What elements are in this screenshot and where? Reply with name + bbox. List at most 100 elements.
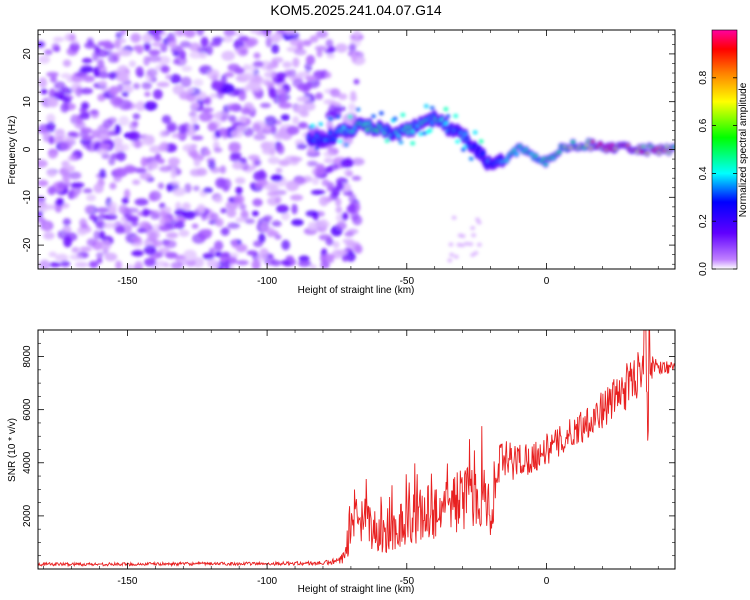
noise-blob bbox=[335, 206, 343, 214]
noise-blob bbox=[351, 175, 362, 181]
noise-blob bbox=[335, 249, 348, 256]
ridge-side bbox=[347, 114, 353, 119]
noise-blob bbox=[305, 210, 319, 217]
noise-blob bbox=[253, 182, 264, 189]
y-tick-label: 10 bbox=[22, 96, 33, 108]
noise-blob bbox=[229, 103, 242, 112]
noise-blob bbox=[54, 128, 66, 140]
noise-blob bbox=[183, 249, 197, 261]
noise-blob bbox=[193, 158, 201, 167]
noise-blob bbox=[48, 251, 57, 258]
noise-blob bbox=[224, 71, 235, 78]
ridge-side bbox=[400, 112, 406, 117]
ridge-side bbox=[335, 114, 341, 119]
noise-blob bbox=[286, 125, 300, 135]
noise-blob bbox=[207, 122, 218, 132]
noise-blob bbox=[222, 35, 234, 43]
noise-blob bbox=[291, 219, 304, 226]
x-tick-label: -150 bbox=[117, 276, 137, 287]
noise-blob bbox=[289, 38, 304, 46]
noise-blob bbox=[40, 88, 48, 95]
noise-blob bbox=[258, 251, 269, 260]
noise-blob bbox=[151, 41, 165, 48]
noise-blob bbox=[134, 167, 147, 174]
noise-blob bbox=[172, 51, 180, 57]
noise-blob bbox=[68, 171, 82, 180]
noise-blob bbox=[228, 115, 237, 123]
colorbar-ticks: 0.0 0.2 0.4 0.6 0.8 bbox=[698, 70, 737, 276]
noise-blob bbox=[182, 202, 191, 211]
noise-blob bbox=[278, 127, 288, 138]
noise-blob bbox=[302, 82, 312, 91]
noise-blob bbox=[115, 31, 123, 40]
noise-blob bbox=[191, 135, 204, 141]
noise-blob bbox=[270, 125, 277, 136]
noise-blob bbox=[156, 81, 170, 88]
noise-blob bbox=[178, 124, 187, 134]
noise-blob bbox=[132, 120, 139, 127]
noise-blob bbox=[114, 143, 124, 154]
noise-blob bbox=[253, 52, 261, 59]
noise-blob bbox=[70, 192, 79, 199]
noise-blob bbox=[191, 223, 199, 229]
noise-blob bbox=[49, 262, 61, 268]
noise-blob bbox=[80, 127, 93, 135]
noise-blob bbox=[302, 39, 312, 47]
noise-speck bbox=[459, 243, 465, 248]
noise-blob bbox=[246, 250, 258, 256]
noise-blob bbox=[99, 143, 111, 150]
noise-blob bbox=[69, 33, 76, 42]
noise-blob bbox=[103, 214, 118, 220]
ridge-core bbox=[662, 149, 668, 152]
noise-blob bbox=[39, 259, 51, 269]
noise-blob bbox=[232, 161, 244, 170]
noise-blob bbox=[121, 197, 129, 205]
snr-series-line bbox=[38, 330, 675, 568]
noise-blob bbox=[52, 36, 65, 43]
noise-blob bbox=[203, 98, 211, 105]
noise-blob bbox=[175, 220, 185, 230]
ridge-core bbox=[514, 152, 519, 156]
noise-blob bbox=[235, 217, 247, 223]
noise-blob bbox=[134, 198, 149, 206]
noise-blob bbox=[292, 116, 300, 125]
noise-blob bbox=[63, 236, 72, 248]
noise-blob bbox=[108, 71, 117, 80]
ridge-side bbox=[410, 141, 416, 146]
noise-blob bbox=[81, 135, 95, 141]
noise-blob bbox=[226, 208, 237, 218]
noise-blob bbox=[76, 226, 88, 236]
noise-blob bbox=[330, 88, 341, 98]
noise-blob bbox=[134, 260, 144, 269]
noise-blob bbox=[293, 104, 308, 114]
noise-blob bbox=[207, 69, 220, 80]
noise-blob bbox=[97, 130, 111, 142]
noise-blob bbox=[353, 78, 360, 85]
noise-blob bbox=[143, 56, 150, 66]
ridge-side bbox=[423, 104, 429, 109]
noise-blob bbox=[291, 203, 298, 215]
noise-blob bbox=[301, 70, 311, 77]
noise-blob bbox=[170, 73, 182, 84]
y-tick-label: 20 bbox=[22, 48, 33, 60]
bottom-tick-labels: -150 -100 -50 0 2000 4000 6000 8000 bbox=[22, 345, 550, 587]
noise-blob bbox=[318, 196, 329, 207]
noise-blob bbox=[97, 58, 105, 69]
noise-blob bbox=[134, 139, 142, 149]
noise-blob bbox=[259, 221, 269, 232]
noise-blob bbox=[336, 221, 347, 231]
noise-blob bbox=[82, 140, 95, 149]
noise-blob bbox=[149, 145, 163, 154]
noise-blob bbox=[49, 75, 58, 83]
noise-blob bbox=[219, 165, 227, 174]
noise-blob bbox=[281, 239, 291, 251]
noise-blob bbox=[118, 204, 129, 215]
noise-blob bbox=[198, 112, 213, 122]
noise-blob bbox=[107, 54, 119, 64]
noise-blob bbox=[58, 141, 73, 151]
ridge-core bbox=[543, 163, 548, 166]
noise-blob bbox=[89, 109, 99, 115]
ridge-side bbox=[468, 156, 474, 161]
